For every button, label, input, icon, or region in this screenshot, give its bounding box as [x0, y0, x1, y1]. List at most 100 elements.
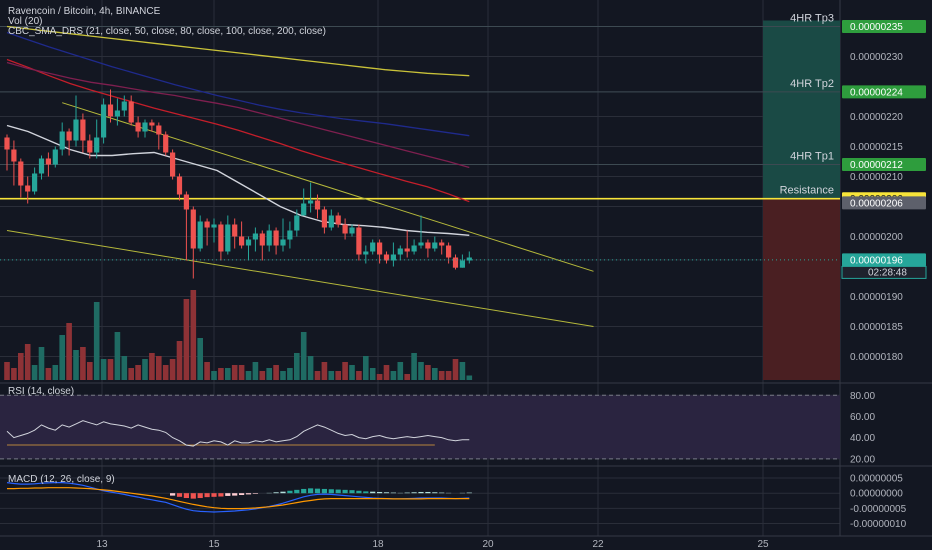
- macd-histogram-bar: [321, 488, 327, 494]
- candle-body: [66, 131, 72, 141]
- rsi-line: [6, 420, 470, 447]
- macd-histogram-bar: [466, 492, 472, 494]
- volume-bar: [4, 362, 10, 380]
- volume-bar: [383, 365, 390, 380]
- price-badge: [842, 253, 926, 267]
- volume-bar: [266, 368, 272, 380]
- sma-line: [6, 25, 470, 77]
- volume-bar: [225, 368, 231, 380]
- volume-bar: [176, 341, 183, 380]
- volume-bar: [245, 371, 252, 380]
- volume-bar: [31, 365, 38, 380]
- candlestick-series: [0, 89, 840, 279]
- volume-bar: [328, 371, 335, 380]
- macd-histogram-bar: [432, 492, 438, 494]
- rsi-tick-label: 80.00: [850, 391, 875, 402]
- sma-line: [6, 61, 470, 169]
- macd-histogram-bar: [294, 489, 300, 494]
- macd-histogram-bar: [225, 493, 231, 496]
- macd-histogram-bar: [439, 492, 445, 494]
- macd-histogram-bar: [328, 489, 334, 494]
- candle-body: [294, 215, 300, 231]
- volume-bar: [273, 365, 279, 380]
- macd-histogram-bar: [287, 490, 293, 494]
- countdown-box: [841, 265, 927, 279]
- macd-histogram-bar: [252, 493, 258, 494]
- candle-body: [280, 239, 286, 246]
- candle-body: [18, 161, 24, 186]
- volume-bar: [11, 368, 17, 380]
- volume-bar: [107, 359, 114, 380]
- candle-body: [404, 248, 410, 252]
- sma-line: [6, 58, 470, 203]
- candle-body: [38, 158, 45, 174]
- candle-body: [25, 185, 31, 192]
- macd-histogram-bar: [349, 490, 355, 494]
- price-tick-label: 0.00000230: [850, 52, 903, 63]
- candle-body: [80, 119, 86, 141]
- candle-body: [383, 254, 390, 261]
- macd-histogram-bar: [211, 493, 217, 497]
- price-tick-label: 0.00000235: [850, 22, 903, 33]
- price-badge: [842, 196, 926, 210]
- level-label: Resistance: [780, 185, 834, 197]
- candle-body: [114, 110, 120, 117]
- volume-bar: [66, 323, 72, 380]
- rsi-panel: [0, 394, 840, 460]
- candle-body: [363, 251, 369, 255]
- time-tick-label: 25: [757, 539, 769, 550]
- macd-panel: [6, 482, 472, 513]
- volume-bar: [121, 356, 128, 380]
- candle-body: [239, 236, 245, 246]
- candle-body: [273, 230, 279, 246]
- volume-bar: [397, 362, 404, 380]
- volume-bar: [294, 353, 300, 380]
- volume-bar: [314, 371, 321, 380]
- macd-histogram-bar: [356, 490, 362, 494]
- volume-bar: [204, 362, 210, 380]
- volume-bar: [80, 347, 86, 380]
- candle-body: [321, 209, 327, 228]
- sma-line: [6, 31, 470, 137]
- volume-bar: [280, 371, 286, 380]
- volume-bar: [128, 368, 134, 380]
- candle-body: [87, 140, 93, 153]
- candle-body: [452, 257, 459, 268]
- macd-histogram-bar: [218, 493, 224, 497]
- rsi-tick-label: 60.00: [850, 412, 875, 423]
- price-axis[interactable]: 0.00000235 0.00000230 0.00000224 0.00000220…: [841, 20, 927, 530]
- macd-histogram-bar: [170, 493, 176, 496]
- volume-bar: [390, 371, 397, 380]
- price-tick-label: 0.00000190: [850, 292, 903, 303]
- level-lines: 4HR Tp3 4HR Tp2 4HR Tp1 Resistance: [0, 13, 840, 200]
- candle-body: [121, 101, 127, 111]
- volume-bar: [162, 365, 169, 380]
- volume-bar: [197, 338, 203, 380]
- macd-histogram-bar: [190, 493, 196, 499]
- candle-body: [52, 149, 58, 165]
- volume-bar: [59, 335, 65, 380]
- volume-bar: [114, 332, 121, 380]
- price-tick-label: 0.00000224: [850, 87, 903, 98]
- volume-bars: [4, 290, 473, 380]
- profit-zone: [763, 20, 840, 199]
- volume-bar: [459, 362, 466, 380]
- volume-bar: [321, 362, 328, 380]
- candle-body: [446, 245, 452, 258]
- candle-body: [176, 176, 183, 195]
- candle-body: [377, 242, 383, 255]
- macd-histogram-bar: [245, 493, 252, 495]
- volume-bar: [87, 362, 93, 380]
- candle-body: [459, 260, 465, 268]
- macd-histogram-bar: [308, 488, 314, 494]
- candle-body: [252, 233, 258, 240]
- volume-bar: [73, 350, 79, 380]
- macd-histogram-bar: [377, 491, 383, 494]
- macd-tick-label: 0.00000000: [850, 489, 903, 500]
- volume-bar: [425, 365, 431, 380]
- trend-line: [6, 230, 594, 327]
- volume-bar: [445, 371, 452, 380]
- candle-body: [183, 194, 189, 210]
- time-axis[interactable]: 13 15 18 20 22 25: [0, 535, 932, 550]
